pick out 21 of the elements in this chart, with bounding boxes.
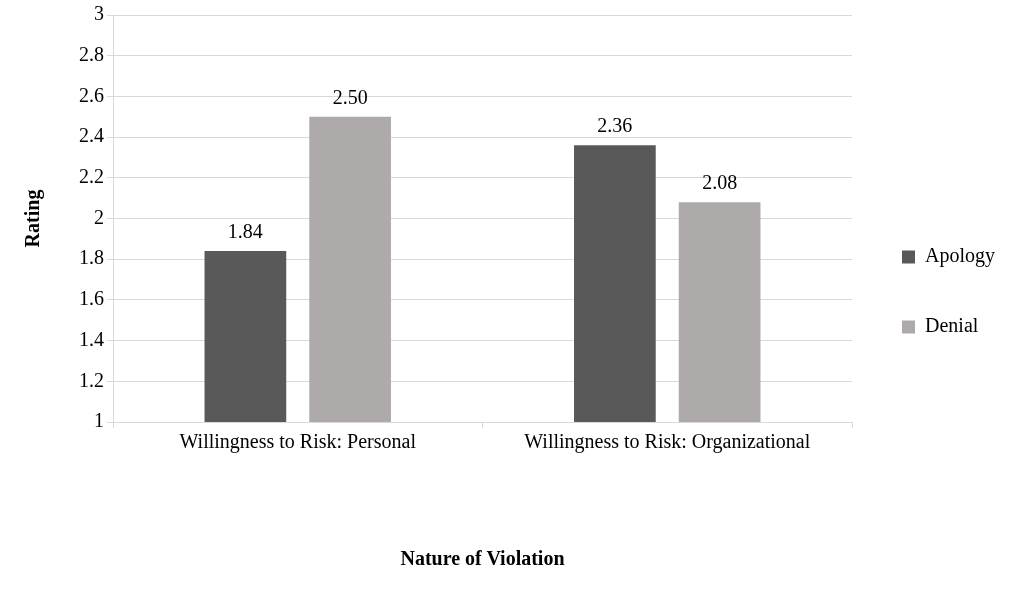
y-tick-label: 2.4 <box>79 124 104 147</box>
y-tick-label: 1.4 <box>79 327 104 350</box>
x-tick-label: Willingness to Risk: Organizational <box>524 430 811 454</box>
y-tick-label: 2 <box>94 205 104 228</box>
data-label: 2.50 <box>332 86 368 108</box>
data-label: 2.36 <box>597 114 633 137</box>
y-tick-label: 2.2 <box>79 165 104 188</box>
y-axis-title: Rating <box>21 189 45 248</box>
data-label: 1.84 <box>227 220 263 243</box>
x-axis-title: Nature of Violation <box>400 547 565 570</box>
y-tick-label: 1 <box>94 409 104 432</box>
y-tick-label: 1.8 <box>79 246 104 269</box>
legend-label: Apology <box>925 244 995 268</box>
y-tick-label: 2.8 <box>79 42 104 65</box>
legend-label: Denial <box>925 314 979 337</box>
y-tick-label: 2.6 <box>79 83 104 106</box>
x-tick-label: Willingness to Risk: Personal <box>179 430 417 454</box>
y-tick-label: 1.2 <box>79 368 104 391</box>
data-label: 2.08 <box>702 171 738 194</box>
y-tick-label: 3 <box>94 2 104 25</box>
y-tick-label: 1.6 <box>79 287 104 310</box>
